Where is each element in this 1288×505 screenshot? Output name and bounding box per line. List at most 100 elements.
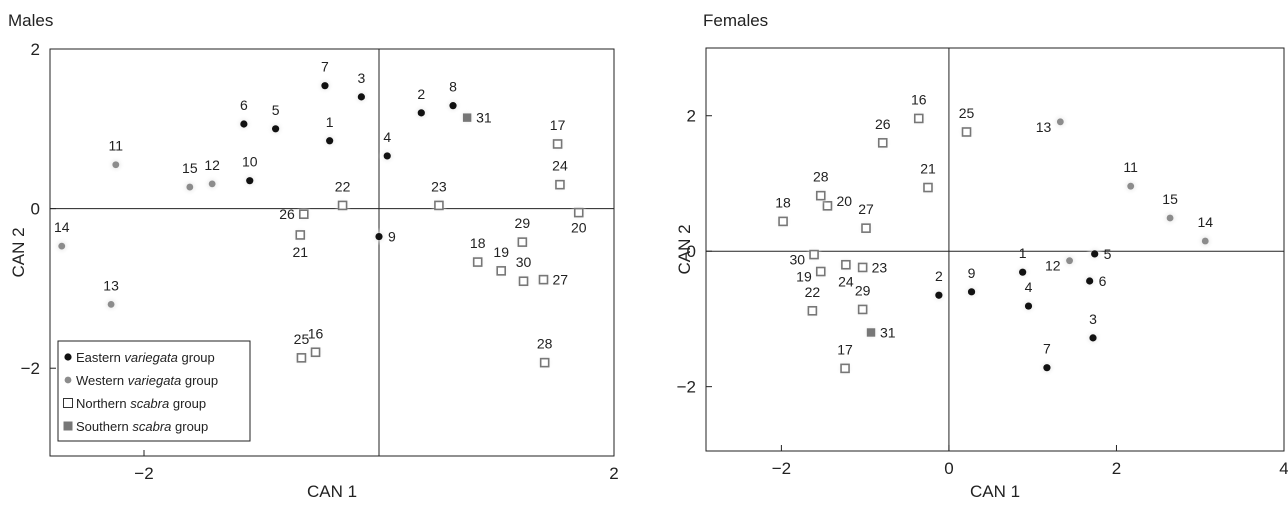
legend-marker-western <box>64 376 72 384</box>
point-label: 29 <box>515 215 531 231</box>
y-tick-label: 0 <box>31 200 40 219</box>
data-point-eastern-2: 2 <box>929 268 948 305</box>
point-label: 18 <box>470 235 486 251</box>
data-point-northern-24: 24 <box>836 255 855 290</box>
marker-northern <box>310 347 321 358</box>
legend-marker-northern <box>63 398 73 408</box>
data-point-western-14: 14 <box>1196 214 1215 251</box>
marker-western <box>186 183 194 191</box>
data-point-eastern-9: 9 <box>962 265 981 301</box>
marker-eastern <box>272 125 280 133</box>
marker-northern <box>295 230 306 240</box>
marker-western <box>107 300 115 308</box>
data-point-western-11: 11 <box>106 138 125 174</box>
data-point-western-15: 15 <box>1161 191 1180 228</box>
legend-label-northern: Northern scabra group <box>76 396 206 411</box>
y-tick-label: 0 <box>687 242 696 261</box>
y-axis-title: CAN 2 <box>9 227 28 277</box>
point-label: 6 <box>1099 273 1107 289</box>
data-point-eastern-6: 6 <box>1080 271 1107 290</box>
data-point-western-12: 12 <box>203 157 222 193</box>
point-label: 11 <box>109 138 124 154</box>
point-label: 21 <box>292 244 308 260</box>
data-point-northern-17: 17 <box>548 117 567 153</box>
data-point-eastern-6: 6 <box>234 97 253 134</box>
data-point-western-11: 11 <box>1121 159 1140 196</box>
data-point-northern-16: 16 <box>306 325 325 362</box>
point-label: 24 <box>552 158 568 174</box>
legend-box <box>57 340 251 442</box>
marker-northern <box>961 127 972 137</box>
plot-frame <box>705 47 1285 452</box>
point-label: 22 <box>335 178 351 194</box>
data-point-northern-22: 22 <box>333 178 352 215</box>
marker-eastern <box>1019 268 1027 276</box>
point-label: 27 <box>553 272 569 288</box>
data-point-eastern-5: 5 <box>266 102 285 138</box>
marker-eastern <box>449 102 457 110</box>
point-label: 26 <box>875 116 891 132</box>
marker-western <box>58 242 66 250</box>
marker-eastern <box>321 82 329 90</box>
data-point-northern-30: 30 <box>514 254 533 291</box>
marker-eastern <box>357 93 365 101</box>
point-label: 20 <box>836 193 852 209</box>
data-point-eastern-7: 7 <box>1037 341 1056 377</box>
data-point-northern-20: 20 <box>569 203 588 236</box>
data-point-northern-26: 26 <box>279 205 313 224</box>
marker-northern <box>555 179 565 190</box>
point-label: 7 <box>1043 341 1051 357</box>
data-point-northern-18: 18 <box>774 194 793 231</box>
data-point-eastern-3: 3 <box>352 70 371 106</box>
point-label: 15 <box>182 160 198 176</box>
point-label: 12 <box>1045 258 1061 274</box>
marker-eastern <box>326 137 334 145</box>
point-label: 27 <box>858 201 874 217</box>
point-label: 25 <box>294 331 310 347</box>
data-point-northern-24: 24 <box>550 158 569 194</box>
marker-northern <box>538 274 549 285</box>
point-label: 5 <box>1104 246 1112 262</box>
x-tick-label: 2 <box>609 464 618 483</box>
marker-northern <box>857 304 868 315</box>
marker-northern <box>857 262 868 273</box>
point-label: 10 <box>242 154 258 170</box>
x-tick-label: 2 <box>1112 459 1121 478</box>
point-label: 29 <box>855 282 871 298</box>
marker-southern <box>866 328 876 337</box>
marker-western <box>112 161 120 169</box>
data-point-northern-21: 21 <box>918 161 937 197</box>
point-label: 31 <box>476 110 492 126</box>
marker-eastern <box>417 109 425 117</box>
data-point-northern-16: 16 <box>909 91 928 128</box>
point-label: 17 <box>837 341 853 357</box>
data-point-northern-21: 21 <box>291 225 310 260</box>
data-point-western-13: 13 <box>102 277 121 314</box>
point-label: 9 <box>388 229 396 245</box>
marker-eastern <box>1043 364 1051 372</box>
point-label: 11 <box>1123 159 1138 175</box>
data-point-eastern-3: 3 <box>1084 311 1103 347</box>
point-label: 30 <box>516 254 532 270</box>
data-point-northern-22: 22 <box>803 284 822 320</box>
data-point-western-13: 13 <box>1036 112 1070 135</box>
marker-northern <box>840 363 850 374</box>
point-label: 22 <box>805 284 821 300</box>
marker-northern <box>539 357 550 368</box>
marker-northern <box>296 353 307 363</box>
data-point-eastern-2: 2 <box>412 86 431 122</box>
data-point-eastern-8: 8 <box>444 79 463 115</box>
point-label: 28 <box>813 169 829 185</box>
marker-western <box>1127 182 1135 190</box>
data-point-eastern-1: 1 <box>320 114 339 150</box>
marker-eastern <box>967 288 976 296</box>
y-tick-label: −2 <box>21 359 40 378</box>
marker-northern <box>822 201 833 211</box>
legend-label-southern: Southern scabra group <box>76 419 208 434</box>
legend-label-eastern: Eastern variegata group <box>76 350 215 365</box>
data-point-eastern-5: 5 <box>1085 244 1112 263</box>
data-point-northern-25: 25 <box>292 331 311 367</box>
point-label: 7 <box>321 59 329 75</box>
point-label: 4 <box>383 129 391 145</box>
